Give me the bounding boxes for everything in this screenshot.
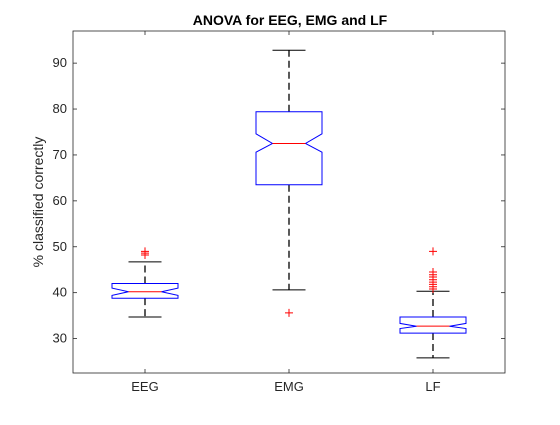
x-tick-label: LF (425, 379, 440, 394)
notched-box (111, 283, 179, 299)
outlier-marker (141, 247, 149, 256)
y-tick-label: 80 (53, 101, 67, 116)
plot-area: 30 40 50 60 70 80 90 EEG EMG LF (53, 30, 506, 394)
y-tick-label: 60 (53, 193, 67, 208)
y-tick-label: 90 (53, 55, 67, 70)
notched-box (255, 111, 323, 186)
y-tick-label: 50 (53, 239, 67, 254)
y-tick-label: 40 (53, 285, 67, 300)
notched-box (399, 316, 467, 334)
y-tick-label: 30 (53, 331, 67, 346)
chart-title: ANOVA for EEG, EMG and LF (193, 12, 388, 28)
y-tick-label: 70 (53, 147, 67, 162)
outlier-marker (285, 308, 293, 317)
outlier-marker (429, 247, 437, 256)
y-axis-label: % classified correctly (30, 137, 46, 268)
x-tick-label: EEG (131, 379, 158, 394)
x-tick-label: EMG (274, 379, 304, 394)
outlier-marker (429, 268, 437, 277)
